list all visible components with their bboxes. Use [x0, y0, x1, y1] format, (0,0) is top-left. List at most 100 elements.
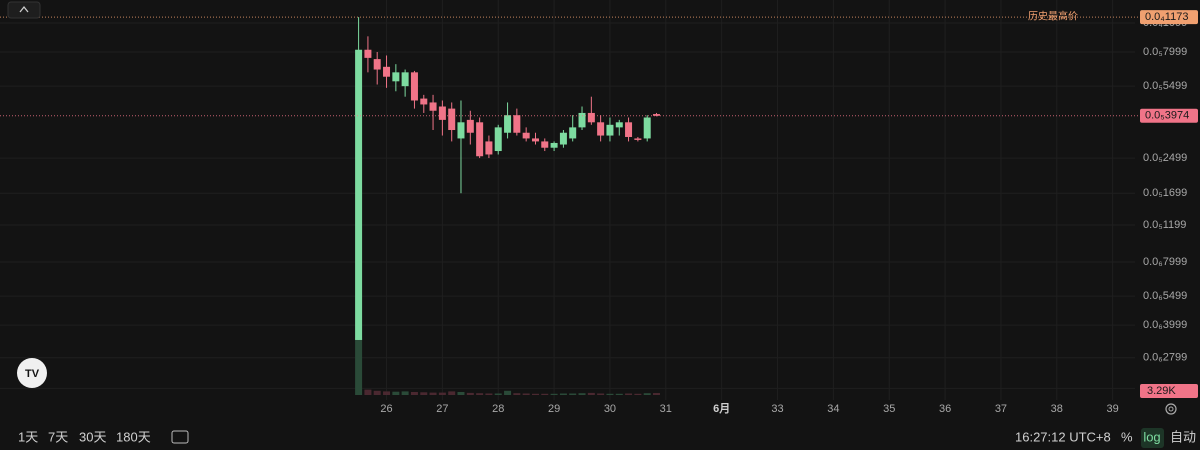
volume-bar	[383, 391, 391, 395]
volume-label: 3.29K	[1147, 385, 1176, 397]
candle-body	[494, 127, 502, 152]
volume-bar	[578, 393, 586, 395]
volume-bar	[569, 393, 577, 395]
x-tick-label: 6月	[713, 402, 730, 415]
volume-bar	[643, 393, 651, 395]
candle-body	[541, 141, 549, 148]
candle-body	[652, 114, 660, 116]
volume-bar	[392, 391, 400, 395]
volume-bar	[373, 390, 381, 395]
x-tick-label: 30	[604, 403, 616, 415]
candle-body	[373, 59, 381, 70]
y-tick-label: 0.0₅5499	[1143, 80, 1187, 92]
log-toggle[interactable]: log	[1143, 429, 1160, 444]
volume-bar	[615, 393, 623, 395]
candle-body	[466, 119, 474, 133]
grid	[0, 0, 1135, 400]
volume-bar	[494, 393, 502, 395]
range-button[interactable]: 7天	[48, 429, 68, 444]
volume-bar	[606, 393, 614, 395]
volume-bar	[410, 392, 418, 395]
candle-body	[625, 122, 633, 137]
price-label: 0.0₅3974	[1145, 110, 1189, 122]
candle-body	[531, 138, 539, 142]
candle-body	[550, 142, 558, 148]
ath-label-bg	[1140, 10, 1198, 25]
volume-bar	[625, 393, 633, 395]
y-tick-label: 0.0₅1699	[1143, 187, 1187, 199]
volume-bar	[634, 393, 642, 395]
candle-body	[615, 122, 623, 128]
range-button[interactable]: 30天	[79, 429, 106, 444]
y-tick-label: 0.0₅7999	[1143, 46, 1187, 58]
candle-body	[401, 72, 409, 87]
volume-bar	[522, 393, 530, 395]
collapse-button[interactable]	[7, 1, 41, 19]
price-label-bg	[1140, 108, 1198, 123]
plot	[0, 16, 1140, 395]
candle-body	[485, 141, 493, 155]
percent-toggle[interactable]: %	[1121, 429, 1133, 444]
candle-body	[429, 102, 437, 111]
volume-bar	[513, 393, 521, 395]
candle-body	[438, 106, 446, 120]
ath-name: 历史最高价	[1028, 10, 1078, 23]
auto-toggle[interactable]: 自动	[1170, 429, 1196, 444]
toolbar: 16:27:12 UTC+8 % log 自动 1天 7天 30天 180天	[18, 428, 1196, 448]
y-tick-label: 0.0₆2799	[1143, 352, 1187, 364]
candle-body	[634, 138, 642, 140]
volume-bar	[466, 392, 474, 395]
x-tick-label: 34	[827, 403, 839, 415]
log-toggle-bg[interactable]	[1141, 428, 1164, 448]
volume-bar	[401, 391, 409, 395]
candle-body	[410, 72, 418, 101]
candle-body	[457, 122, 465, 139]
volume-bar	[355, 338, 363, 395]
collapse-icon	[19, 5, 29, 13]
volume-bar	[364, 389, 372, 395]
axis: 0.0₄10990.0₅79990.0₅54990.0₅24990.0₅1699…	[380, 10, 1198, 415]
volume-bar	[457, 392, 465, 395]
volume-bar	[504, 390, 512, 395]
candle-body	[420, 98, 428, 105]
x-tick-label: 37	[995, 403, 1007, 415]
logo[interactable]	[17, 358, 47, 388]
y-tick-label: 0.0₅2499	[1143, 152, 1187, 164]
volume-bar	[420, 392, 428, 395]
ath-label: 0.0₄1173	[1145, 11, 1188, 23]
candle-body	[513, 115, 521, 133]
y-tick-label: 0.0₆7999	[1143, 256, 1187, 268]
logo-mark: TV	[25, 368, 40, 380]
candle-body	[578, 112, 586, 128]
volume-bar	[531, 393, 539, 395]
settings-icon-core	[1168, 406, 1174, 412]
y-tick-label: 0.0₆5499	[1143, 290, 1187, 302]
volume-bar	[587, 392, 595, 395]
candle-body	[355, 49, 363, 340]
x-tick-label: 26	[380, 403, 392, 415]
volume-bar	[597, 393, 605, 395]
y-tick-label: 0.0₆3999	[1143, 319, 1187, 331]
volume-bar	[429, 392, 437, 395]
candle-body	[476, 122, 484, 157]
volume-bar	[438, 392, 446, 395]
x-tick-label: 39	[1107, 403, 1119, 415]
volume-bar	[550, 393, 558, 395]
x-tick-label: 29	[548, 403, 560, 415]
candle-body	[383, 66, 391, 77]
volume-bar	[652, 393, 660, 395]
x-tick-label: 28	[492, 403, 504, 415]
candle-body	[448, 108, 456, 131]
range-button[interactable]: 180天	[116, 429, 151, 444]
settings-icon[interactable]	[1165, 403, 1177, 415]
x-tick-label: 27	[436, 403, 448, 415]
date-range-icon[interactable]	[171, 430, 189, 444]
range-button[interactable]: 1天	[18, 429, 38, 444]
candle-body	[606, 124, 614, 136]
candle-body	[504, 115, 512, 133]
candle-body	[559, 132, 567, 145]
x-tick-label: 31	[660, 403, 672, 415]
x-tick-label: 35	[883, 403, 895, 415]
volume-bar	[541, 393, 549, 395]
